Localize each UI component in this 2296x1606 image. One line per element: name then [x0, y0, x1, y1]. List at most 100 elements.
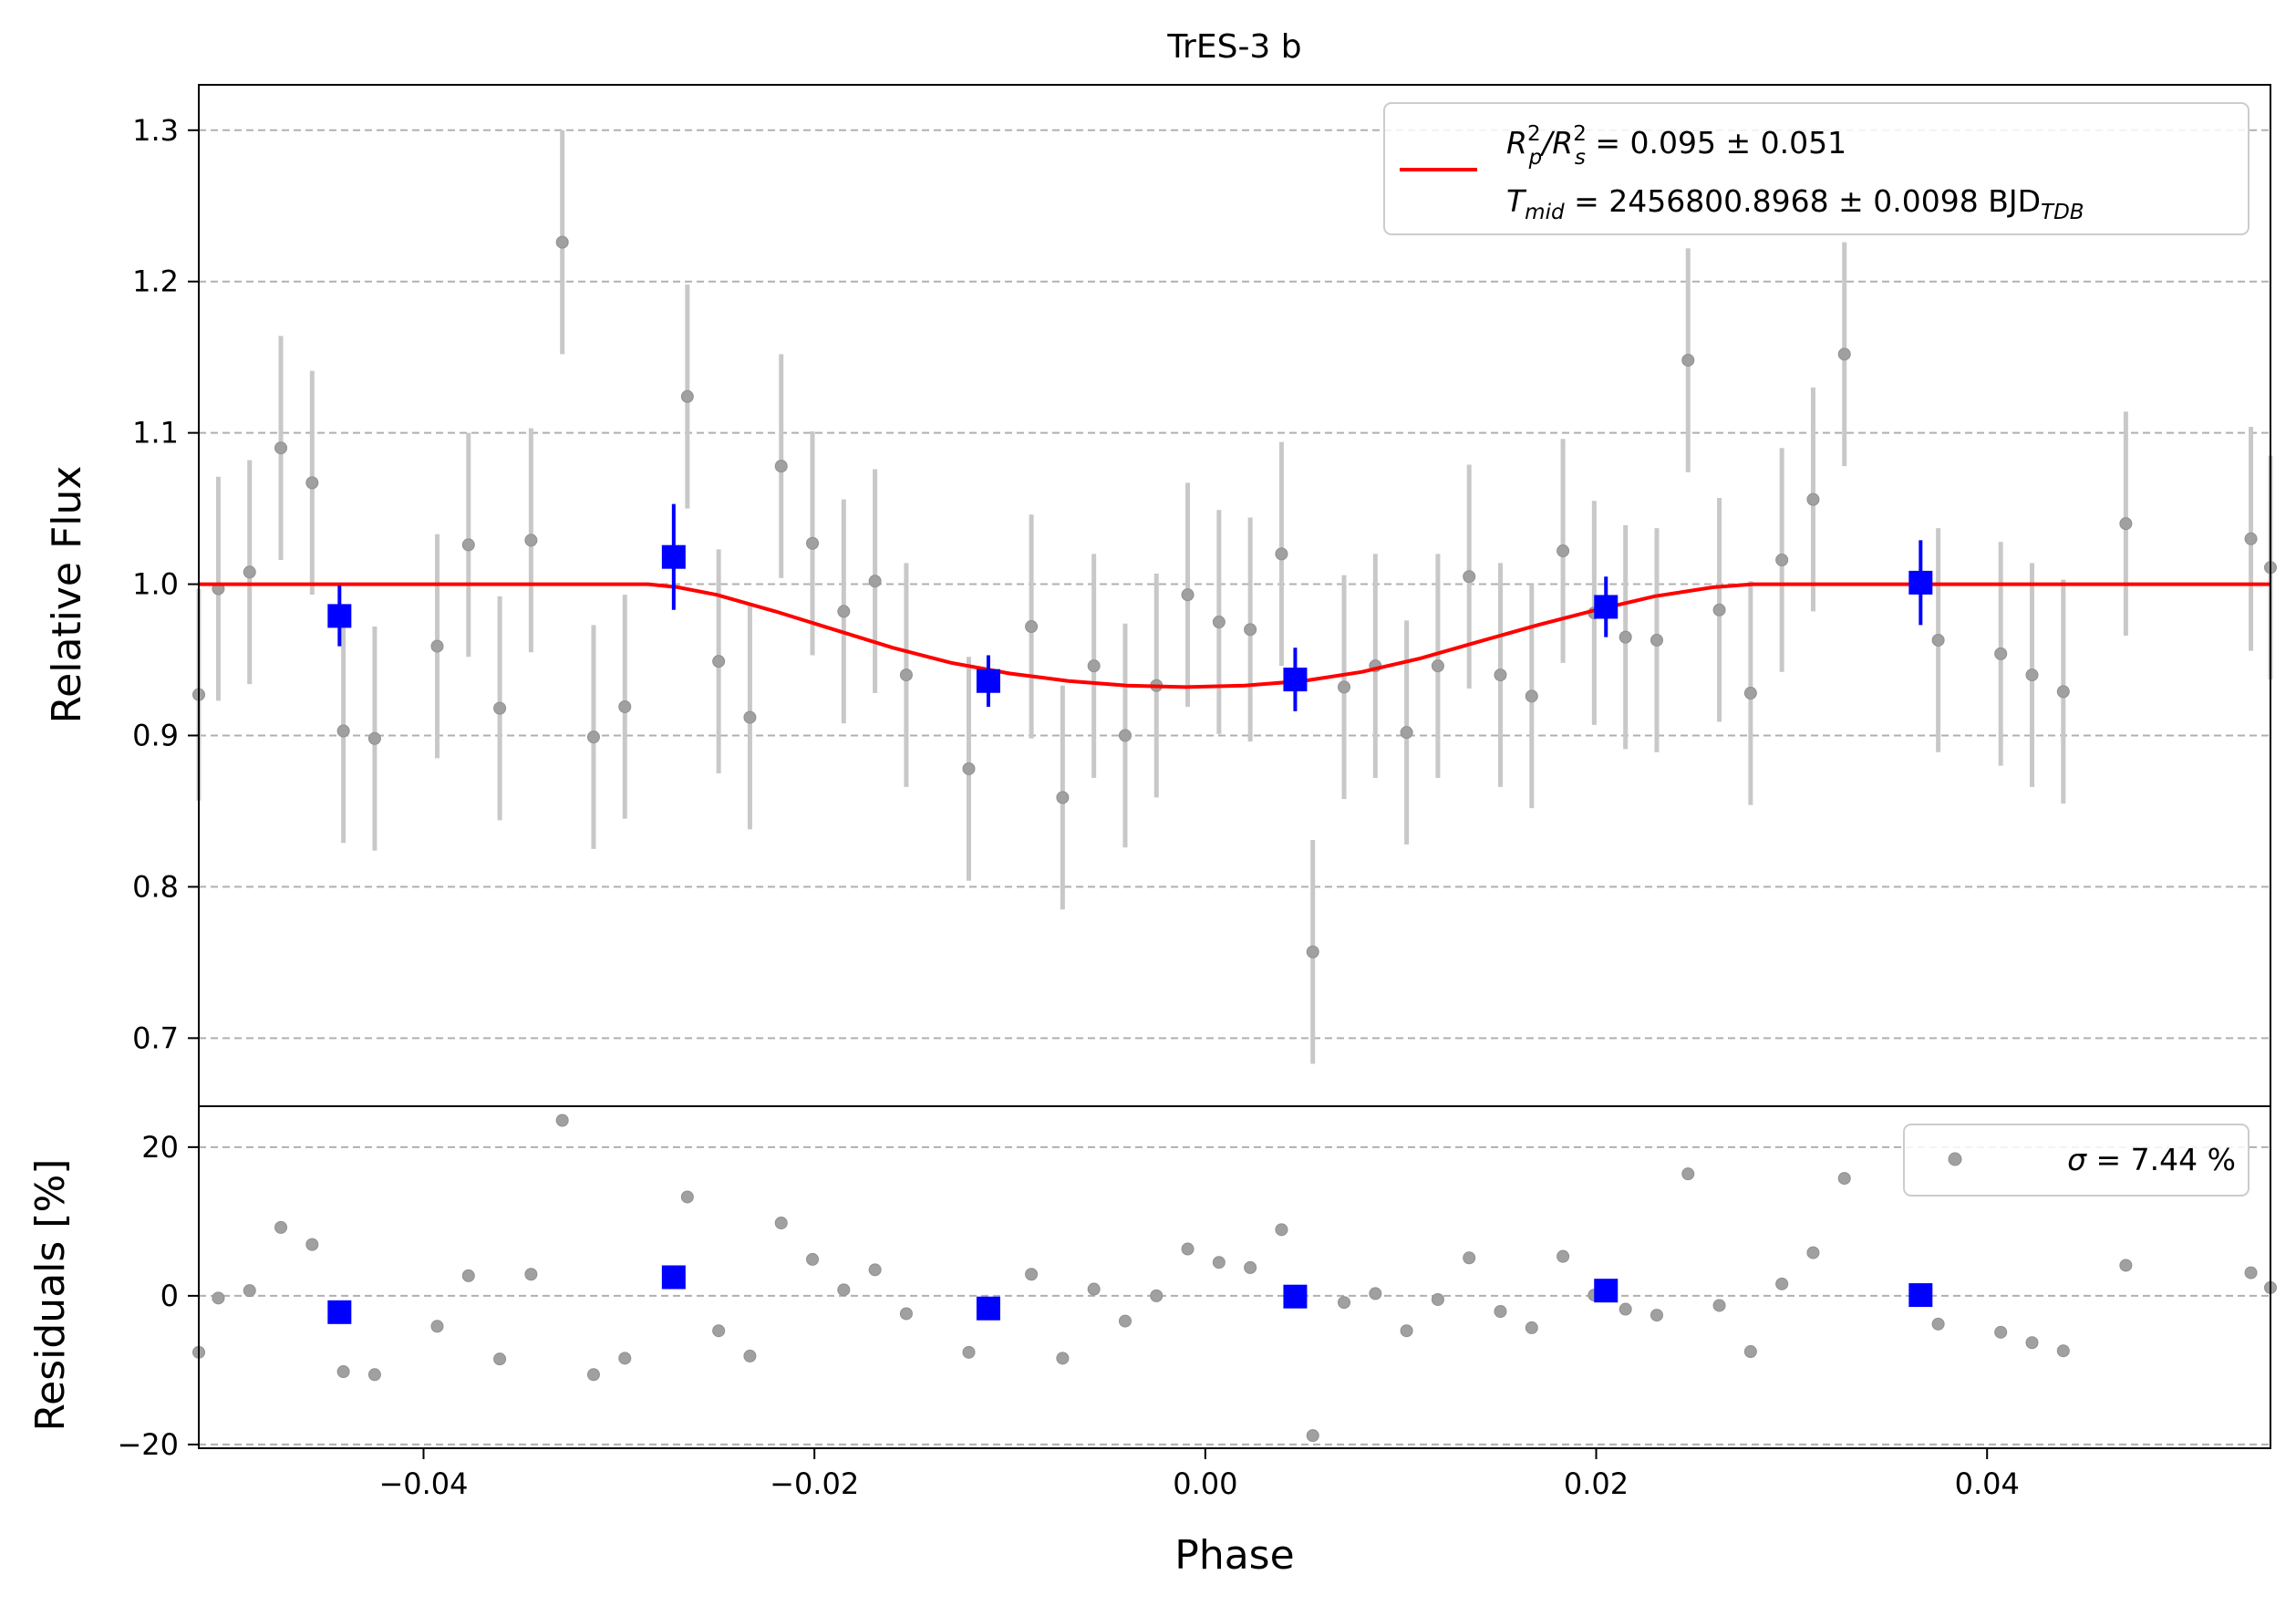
- residual-point: [1118, 1314, 1132, 1328]
- data-point: [837, 605, 851, 618]
- top-y-tick-label: 1.0: [132, 567, 179, 602]
- data-point: [1338, 680, 1351, 694]
- data-point: [1712, 603, 1726, 616]
- data-point: [680, 389, 694, 403]
- residual-point: [1275, 1223, 1288, 1237]
- top-legend-box: [1383, 102, 2249, 235]
- data-point: [1494, 668, 1507, 682]
- residual-point: [680, 1190, 694, 1204]
- residual-point: [1557, 1249, 1570, 1263]
- binned-point: [1908, 570, 1933, 595]
- top-y-axis-title: Relative Flux: [44, 466, 90, 724]
- residual-point: [1619, 1302, 1632, 1316]
- data-point: [1806, 492, 1820, 506]
- bottom-legend-box: [1903, 1124, 2249, 1197]
- residual-point: [1181, 1242, 1195, 1256]
- data-point: [243, 565, 256, 579]
- top-panel-data-points: [192, 235, 2277, 958]
- data-point: [2244, 532, 2258, 545]
- x-axis-ticks: −0.04 −0.02 0.00 0.02 0.04: [378, 1448, 2020, 1501]
- binned-residual-point: [661, 1265, 686, 1290]
- residual-point: [1806, 1246, 1820, 1259]
- data-point: [1244, 623, 1257, 637]
- residual-point: [1712, 1299, 1726, 1312]
- residual-point: [1494, 1305, 1507, 1318]
- binned-point: [1283, 668, 1308, 692]
- data-point: [2025, 668, 2039, 682]
- bottom-y-axis-title: Residuals [%]: [27, 1159, 74, 1432]
- data-point: [2119, 517, 2133, 531]
- x-axis-title: Phase: [1174, 1532, 1294, 1579]
- data-point: [2056, 685, 2070, 699]
- top-panel-binned-points: [327, 503, 1933, 711]
- residual-point: [962, 1345, 976, 1359]
- data-point: [743, 710, 757, 724]
- residual-point: [899, 1307, 913, 1321]
- x-tick-label: 0.00: [1173, 1466, 1237, 1501]
- residual-point: [430, 1320, 444, 1333]
- top-y-tick-label: 0.8: [132, 869, 179, 904]
- residual-point: [1525, 1321, 1538, 1334]
- bottom-panel-grid: [199, 1145, 2270, 1445]
- data-point: [1619, 630, 1632, 644]
- data-point: [1087, 659, 1101, 673]
- data-point: [1400, 726, 1413, 740]
- residual-point: [1463, 1251, 1476, 1265]
- residual-point: [1994, 1325, 2008, 1339]
- residual-point: [1306, 1429, 1319, 1443]
- data-point: [1056, 791, 1070, 804]
- x-tick-label: 0.04: [1955, 1466, 2020, 1501]
- binned-residual-point: [327, 1300, 352, 1324]
- residual-point: [1650, 1309, 1663, 1322]
- residual-point: [1087, 1282, 1101, 1296]
- residual-point: [274, 1220, 288, 1234]
- legend-sigma-text: σ = 7.44 %: [2067, 1142, 2236, 1177]
- data-point: [1275, 547, 1288, 561]
- residual-point: [1775, 1277, 1789, 1290]
- residual-point: [1150, 1289, 1164, 1302]
- residual-point: [774, 1216, 788, 1229]
- data-point: [493, 701, 507, 715]
- residual-point: [2244, 1266, 2258, 1280]
- residual-point: [743, 1349, 757, 1363]
- legend-radius-ratio-text: R2 p/R2 s = 0.095 ± 0.051: [1506, 122, 1846, 170]
- residual-point: [868, 1263, 882, 1277]
- x-tick-label: 0.02: [1564, 1466, 1629, 1501]
- residual-point: [336, 1365, 350, 1379]
- binned-residual-point: [976, 1296, 1000, 1321]
- binned-residual-point: [1283, 1284, 1308, 1309]
- data-point: [1994, 647, 2008, 660]
- residual-point: [1681, 1167, 1695, 1181]
- data-point: [430, 639, 444, 653]
- data-point: [555, 235, 569, 249]
- bottom-panel-residual-points: [192, 1114, 2277, 1443]
- data-point: [1212, 616, 1226, 629]
- data-point: [774, 460, 788, 473]
- top-y-tick-label: 0.7: [132, 1021, 179, 1055]
- x-tick-label: −0.04: [378, 1466, 468, 1501]
- binned-point: [976, 668, 1000, 693]
- residual-point: [1400, 1324, 1413, 1338]
- residual-point: [806, 1252, 820, 1266]
- residual-point: [367, 1368, 381, 1382]
- residual-point: [1025, 1268, 1039, 1281]
- binned-point: [661, 544, 686, 569]
- residual-point: [712, 1324, 726, 1338]
- legend-residual-marker: [1948, 1152, 1962, 1166]
- model-curve: [199, 582, 2270, 689]
- binned-residual-point: [1594, 1279, 1619, 1303]
- residual-point: [586, 1368, 600, 1382]
- bottom-y-tick-label: −20: [117, 1427, 179, 1462]
- bottom-legend: σ = 7.44 %: [1903, 1124, 2249, 1197]
- residual-point: [1369, 1287, 1382, 1300]
- residual-point: [2119, 1259, 2133, 1272]
- data-point: [712, 655, 726, 668]
- residual-point: [1743, 1345, 1757, 1359]
- data-point: [367, 731, 381, 745]
- data-point: [1306, 945, 1319, 958]
- residual-point: [1056, 1352, 1070, 1365]
- data-point: [1557, 544, 1570, 558]
- residual-point: [493, 1352, 507, 1366]
- binned-residual-point: [1908, 1283, 1933, 1308]
